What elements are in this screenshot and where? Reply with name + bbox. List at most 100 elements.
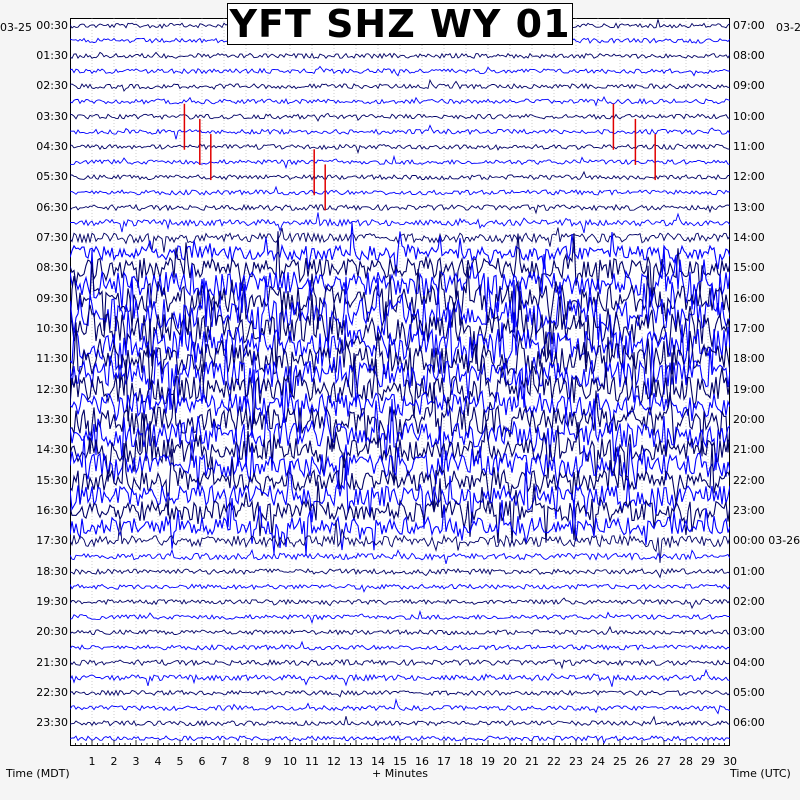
left-date-label: 03-25 — [0, 21, 32, 34]
seismic-trace-46 — [70, 715, 730, 727]
right-time-label: 11:00 — [733, 139, 765, 153]
right-time-label: 20:00 — [733, 412, 765, 426]
seismic-trace-17 — [70, 246, 730, 316]
seismic-trace-36 — [70, 567, 730, 579]
minute-tick-label: 17 — [437, 755, 451, 768]
seismic-trace-9 — [70, 154, 730, 170]
seismic-trace-16 — [70, 231, 730, 302]
seismic-trace-40 — [70, 625, 730, 636]
seismic-trace-24 — [70, 352, 730, 424]
right-time-label: 08:00 — [733, 48, 765, 62]
right-time-label: 02:00 — [733, 594, 765, 608]
left-time-label: 11:30 — [36, 352, 68, 366]
seismic-trace-34 — [70, 519, 730, 563]
minute-tick-label: 29 — [701, 755, 715, 768]
seismic-trace-29 — [70, 435, 730, 490]
left-time-label: 23:30 — [36, 716, 68, 730]
left-time-label: 08:30 — [36, 261, 68, 275]
seismic-trace-28 — [70, 413, 730, 486]
right-time-label: 06:00 — [733, 716, 765, 730]
right-time-label: 14:00 — [733, 230, 765, 244]
seismic-trace-4 — [70, 78, 730, 92]
right-time-label: 23:00 — [733, 503, 765, 517]
left-time-label: 02:30 — [36, 79, 68, 93]
right-time-label: 21:00 — [733, 443, 765, 457]
helicorder-traces — [70, 18, 730, 746]
seismic-trace-37 — [70, 583, 730, 593]
minute-tick-label: 27 — [657, 755, 671, 768]
x-axis-title: + Minutes — [372, 767, 429, 780]
seismic-trace-31 — [70, 460, 730, 529]
seismic-trace-21 — [70, 309, 730, 374]
minute-tick-label: 13 — [349, 755, 363, 768]
minute-tick-label: 1 — [88, 755, 96, 768]
seismic-trace-45 — [70, 698, 730, 715]
minute-tick-label: 6 — [198, 755, 206, 768]
right-time-label: 18:00 — [733, 352, 765, 366]
minute-tick-label: 21 — [525, 755, 539, 768]
right-date-label: 03-2 — [776, 21, 800, 34]
right-time-label: 13:00 — [733, 200, 765, 214]
minute-tick-label: 25 — [613, 755, 627, 768]
right-time-label: 00:00 03-26 — [733, 534, 800, 548]
seismic-trace-22 — [70, 322, 730, 398]
seismic-trace-43 — [70, 668, 730, 687]
seismic-trace-44 — [70, 689, 730, 698]
right-time-label: 17:00 — [733, 321, 765, 335]
minute-tick-label: 10 — [283, 755, 297, 768]
minute-tick-label: 18 — [459, 755, 473, 768]
seismic-trace-5 — [70, 95, 730, 107]
minute-tick-label: 19 — [481, 755, 495, 768]
minute-tick-label: 12 — [327, 755, 341, 768]
minute-tick-label: 3 — [132, 755, 140, 768]
right-time-label: 12:00 — [733, 170, 765, 184]
right-time-label: 01:00 — [733, 564, 765, 578]
minute-tick-label: 26 — [635, 755, 649, 768]
minute-tick-label: 7 — [220, 755, 228, 768]
right-time-label: 19:00 — [733, 382, 765, 396]
seismic-trace-15 — [70, 222, 730, 277]
right-time-label: 04:00 — [733, 655, 765, 669]
seismic-trace-23 — [70, 339, 730, 412]
minute-tick-label: 20 — [503, 755, 517, 768]
seismic-trace-11 — [70, 185, 730, 196]
minute-tick-label: 14 — [371, 755, 385, 768]
left-time-label: 05:30 — [36, 170, 68, 184]
left-time-label: 03:30 — [36, 109, 68, 123]
right-axis-title: Time (UTC) — [730, 767, 791, 780]
seismic-trace-18 — [70, 262, 730, 333]
seismic-trace-25 — [70, 369, 730, 438]
minute-tick-label: 5 — [176, 755, 184, 768]
minute-tick-label: 28 — [679, 755, 693, 768]
seismic-trace-26 — [70, 382, 730, 457]
seismic-trace-3 — [70, 65, 730, 77]
left-time-label: 15:30 — [36, 473, 68, 487]
minute-tick-label: 8 — [242, 755, 250, 768]
left-time-label: 12:30 — [36, 382, 68, 396]
seismic-trace-6 — [70, 112, 730, 122]
minute-tick-label: 16 — [415, 755, 429, 768]
station-title-box: YFT SHZ WY 01 — [227, 3, 573, 45]
left-time-label: 00:30 — [36, 18, 68, 32]
seismic-trace-30 — [70, 442, 730, 516]
minute-tick-label: 11 — [305, 755, 319, 768]
left-time-label: 01:30 — [36, 48, 68, 62]
minute-tick-label: 2 — [110, 755, 118, 768]
left-time-label: 21:30 — [36, 655, 68, 669]
right-time-label: 15:00 — [733, 261, 765, 275]
left-time-label: 20:30 — [36, 625, 68, 639]
seismic-trace-27 — [70, 398, 730, 472]
seismic-trace-39 — [70, 609, 730, 625]
left-time-label: 19:30 — [36, 594, 68, 608]
minute-tick-label: 30 — [723, 755, 737, 768]
seismic-trace-2 — [70, 51, 730, 60]
left-time-label: 14:30 — [36, 443, 68, 457]
left-time-label: 18:30 — [36, 564, 68, 578]
minute-tick-label: 9 — [264, 755, 272, 768]
right-time-label: 09:00 — [733, 79, 765, 93]
minute-tick-label: 22 — [547, 755, 561, 768]
left-time-label: 22:30 — [36, 685, 68, 699]
minute-tick-label: 15 — [393, 755, 407, 768]
right-time-label: 05:00 — [733, 685, 765, 699]
seismic-trace-42 — [70, 658, 730, 670]
